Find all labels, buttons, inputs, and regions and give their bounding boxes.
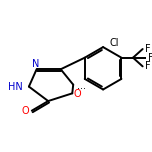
Text: F: F xyxy=(145,44,150,54)
Text: O: O xyxy=(21,106,29,116)
Text: F: F xyxy=(145,61,150,71)
Text: Cl: Cl xyxy=(110,38,119,48)
Text: F: F xyxy=(148,53,152,63)
Text: ···: ··· xyxy=(77,85,86,95)
Text: HN: HN xyxy=(8,82,23,92)
Text: O: O xyxy=(73,89,81,99)
Text: N: N xyxy=(32,59,39,69)
